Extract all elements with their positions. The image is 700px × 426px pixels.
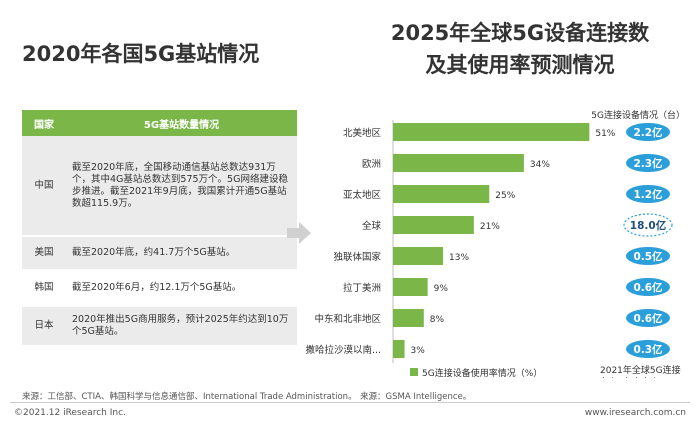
category-label: 亚太地区 [343, 189, 382, 201]
bar-value-label: 21% [480, 222, 500, 232]
table-cell-country: 中国 [22, 136, 66, 237]
legend-label: 5G连接设备使用率情况（%） [422, 367, 542, 378]
bar-value-label: 9% [434, 284, 449, 294]
base-station-table: 国家 5G基站数量情况 中国 截至2020年底，全国移动通信基站总数达931万个… [22, 110, 297, 347]
bar [393, 247, 444, 265]
footer-copyright: ©2021.12 iResearch Inc. [14, 408, 126, 418]
connection-bubble [626, 154, 670, 172]
category-label: 拉丁美洲 [343, 282, 381, 294]
bar [393, 123, 590, 141]
category-label: 北美地区 [343, 127, 382, 139]
table-cell-text: 截至2020年6月，约12.1万个5G基站。 [66, 270, 297, 307]
connection-value: 0.5亿 [633, 250, 663, 263]
table-header-stations: 5G基站数量情况 [66, 110, 297, 136]
connections-header: 5G连接设备情况（台） [591, 109, 685, 121]
arrow-right-icon [287, 222, 311, 244]
category-label: 全球 [362, 220, 382, 232]
connection-value: 18.0亿 [630, 219, 667, 232]
connection-bubble-highlight [623, 213, 673, 237]
connection-value: 0.3亿 [633, 343, 663, 356]
bar [393, 309, 424, 327]
connection-bubble [626, 185, 670, 203]
category-label: 欧洲 [362, 158, 381, 170]
connection-bubble [626, 123, 670, 141]
connection-bubble [626, 278, 670, 296]
table-row: 韩国 截至2020年6月，约12.1万个5G基站。 [22, 270, 297, 307]
connection-value: 0.6亿 [633, 312, 663, 325]
category-label: 独联体国家 [333, 251, 381, 263]
table-cell-country: 美国 [22, 236, 66, 271]
note-line1: 2021年全球5G连接 [600, 364, 681, 376]
category-label: 中东和北非地区 [314, 313, 381, 325]
bar [393, 154, 524, 172]
connection-bubble [626, 340, 670, 358]
connection-value: 1.2亿 [633, 188, 663, 201]
bar-value-label: 25% [495, 191, 515, 201]
table-header-country: 国家 [22, 110, 66, 136]
bar-value-label: 34% [530, 160, 550, 170]
connection-bubble [626, 309, 670, 327]
table-row: 美国 截至2020年底，约41.7万个5G基站。 [22, 236, 297, 271]
left-title: 2020年各国5G基站情况 [22, 42, 260, 66]
table-cell-text: 2020年推出5G商用服务，预计2025年约达到10万个5G基站。 [66, 306, 297, 347]
bar [393, 278, 428, 296]
table-cell-text: 截至2020年底，约41.7万个5G基站。 [66, 236, 297, 271]
footer-divider [10, 402, 690, 403]
bar [393, 185, 490, 203]
note-line2: 备在5亿台左右 [600, 376, 660, 378]
legend-swatch [410, 368, 418, 376]
bar-value-label: 13% [449, 253, 469, 263]
source-right: 来源：GSMA Intelligence。 [360, 392, 472, 402]
connection-value: 0.6亿 [633, 281, 663, 294]
bar-value-label: 3% [411, 346, 426, 356]
right-title-line1: 2025年全球5G设备连接数 [390, 21, 650, 45]
bar [393, 216, 474, 234]
category-label: 撒哈拉沙漠以南... [305, 344, 381, 356]
connection-value: 2.3亿 [633, 157, 663, 170]
bar-value-label: 8% [430, 315, 445, 325]
connection-bubble [626, 247, 670, 265]
table-header-row: 国家 5G基站数量情况 [22, 110, 297, 136]
table-cell-country: 日本 [22, 306, 66, 347]
table-row: 日本 2020年推出5G商用服务，预计2025年约达到10万个5G基站。 [22, 306, 297, 347]
table-cell-text: 截至2020年底，全国移动通信基站总数达931万个，其中4G基站总数达到575万… [66, 136, 297, 237]
table-row: 中国 截至2020年底，全国移动通信基站总数达931万个，其中4G基站总数达到5… [22, 136, 297, 237]
footer-website: www.iresearch.com.cn [584, 408, 686, 418]
source-left: 来源：工信部、CTIA、韩国科学与信息通信部、International Tra… [22, 392, 357, 402]
bar-value-label: 51% [595, 129, 615, 139]
connection-value: 2.2亿 [633, 126, 663, 139]
bar [393, 340, 405, 358]
right-title-line2: 及其使用率预测情况 [425, 53, 615, 77]
table-cell-country: 韩国 [22, 270, 66, 307]
